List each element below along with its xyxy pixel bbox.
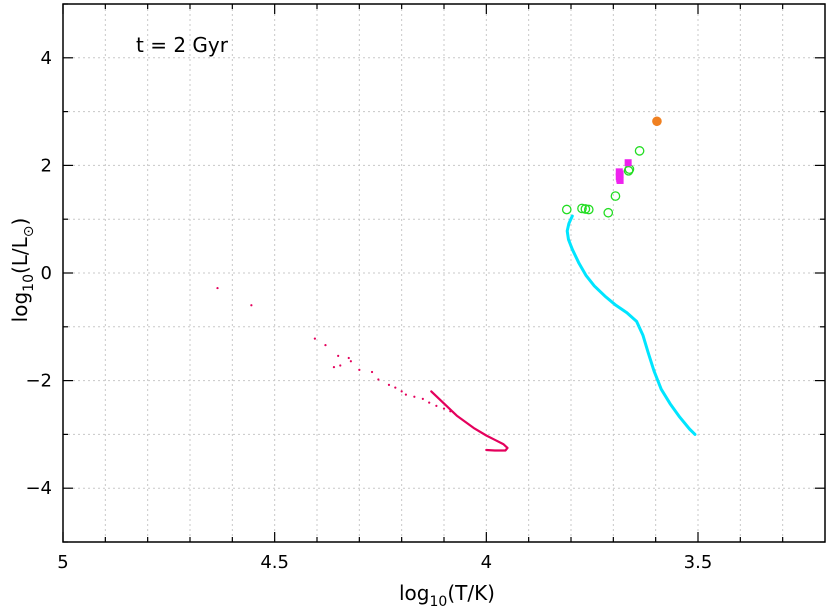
data-series [216,116,697,452]
star-dot [313,337,316,340]
track-curve [430,390,509,452]
star-dot [347,356,350,360]
x-tick-label: 4.5 [260,552,289,573]
y-tick-label: 2 [41,155,52,176]
x-tick-label: 3.5 [684,552,713,573]
star-dot [339,364,342,367]
tick-labels: 5 4.5 4 3.5 4 2 0 −2 −4 [25,48,712,573]
star-dot [394,386,397,389]
series-open-circles [561,146,645,218]
grid [63,4,825,542]
star-open-circle [580,204,591,214]
track-curve [565,214,697,436]
star-dot [250,304,253,307]
star-dot [377,378,380,381]
y-tick-label: 4 [41,48,52,69]
star-dot [449,410,452,413]
y-tick-label: −2 [25,371,52,392]
axis-ticks [62,3,825,543]
star-open-circle [610,191,621,201]
star-dot [435,404,438,407]
star-square [616,176,624,184]
x-axis-title: log10(T/K) [399,581,495,610]
star-dot [216,286,219,290]
y-tick-label: 0 [41,263,52,284]
star-dot [324,343,327,347]
star-dot [349,360,352,363]
star-open-circle [577,203,587,214]
x-tick-label: 4 [481,552,492,573]
x-tick-label: 5 [57,552,68,573]
star-open-circle [603,207,614,218]
star-open-circle [583,204,594,215]
star-filled-circle [652,116,662,127]
series-dots [216,286,452,413]
star-open-circle [634,146,645,156]
star-dot [428,401,431,404]
star-dot [404,393,407,396]
star-dot [332,366,336,369]
age-annotation: t = 2 Gyr [136,33,229,57]
series-filled-circles [652,116,662,127]
series-squares [615,159,632,184]
y-axis-title: log10(L/L⊙) [8,218,37,323]
series-curve [565,214,697,436]
star-dot [400,390,403,393]
star-dot [442,407,446,410]
star-open-circle [561,204,572,215]
star-dot [387,383,391,387]
star-square [624,159,632,167]
series-curve [430,390,509,452]
y-tick-label: −4 [25,478,52,499]
star-dot [370,370,374,374]
star-dot [358,368,361,371]
star-dot [413,395,416,398]
star-dot [421,397,424,400]
star-dot [337,354,340,357]
